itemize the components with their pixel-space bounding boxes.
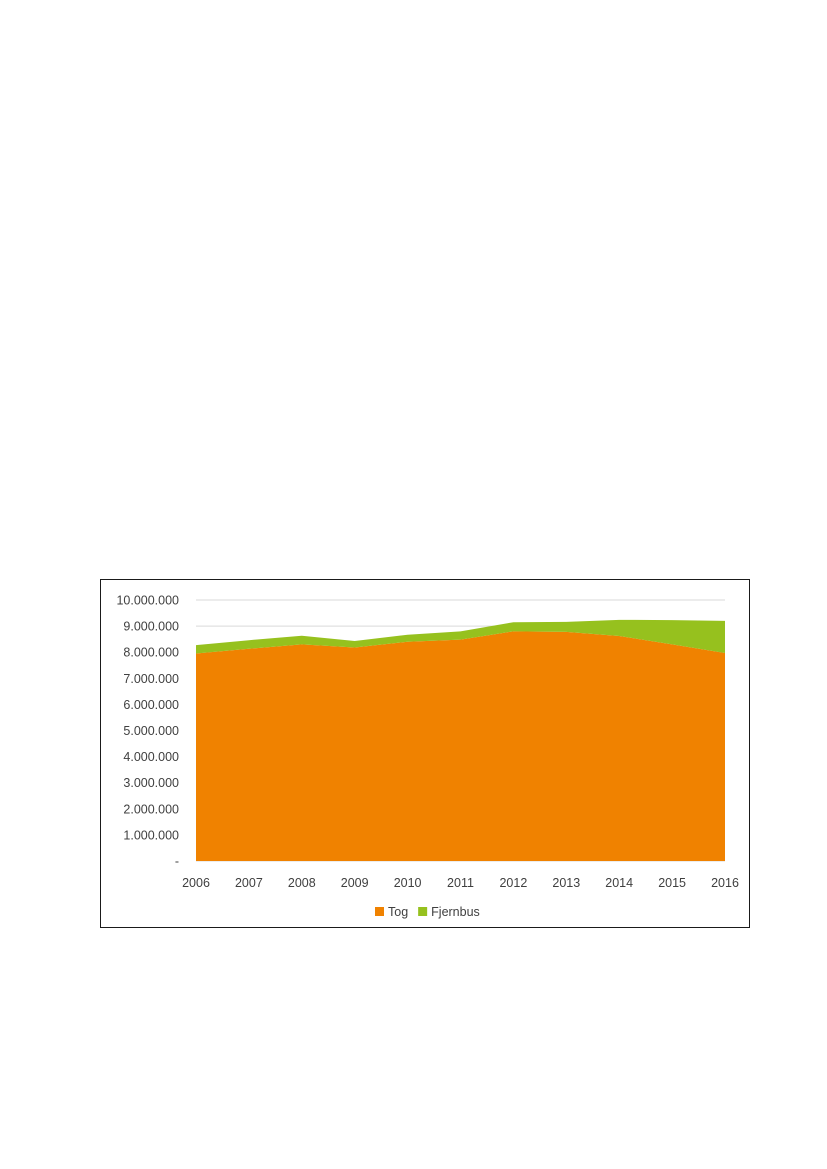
y-tick-label: 2.000.000 — [123, 802, 179, 816]
legend: Tog Fjernbus — [375, 905, 480, 919]
stacked-area-chart: - 1.000.000 2.000.000 3.000.000 4.000.000 5.0… — [116, 594, 739, 920]
x-tick-label: 2008 — [288, 876, 316, 890]
y-tick-label: 8.000.000 — [123, 646, 179, 660]
y-tick-label: 4.000.000 — [123, 750, 179, 764]
y-tick-label: - — [175, 855, 179, 869]
y-tick-label: 10.000.000 — [116, 594, 179, 608]
y-tick-label: 6.000.000 — [123, 698, 179, 712]
area-series-group — [196, 619, 725, 861]
x-tick-label: 2009 — [341, 876, 369, 890]
x-tick-label: 2015 — [658, 876, 686, 890]
y-tick-label: 7.000.000 — [123, 672, 179, 686]
legend-label-fjernbus: Fjernbus — [431, 905, 480, 919]
y-axis-tick-labels: - 1.000.000 2.000.000 3.000.000 4.000.000 5.0… — [116, 594, 179, 869]
y-tick-label: 1.000.000 — [123, 828, 179, 842]
x-tick-label: 2007 — [235, 876, 263, 890]
area-series-fjernbus — [196, 619, 725, 654]
x-tick-label: 2006 — [182, 876, 210, 890]
legend-swatch-fjernbus — [418, 907, 428, 916]
y-tick-label: 5.000.000 — [123, 724, 179, 738]
x-tick-label: 2010 — [394, 876, 422, 890]
legend-swatch-tog — [375, 907, 384, 916]
y-tick-label: 9.000.000 — [123, 620, 179, 634]
x-tick-label: 2012 — [499, 876, 527, 890]
x-axis-tick-labels: 2006 2007 2008 2009 2010 2011 2012 2013 2014 2015… — [182, 876, 739, 890]
x-tick-label: 2016 — [711, 876, 739, 890]
area-series-tog — [196, 631, 725, 861]
x-tick-label: 2014 — [605, 876, 633, 890]
x-tick-label: 2013 — [552, 876, 580, 890]
y-tick-label: 3.000.000 — [123, 776, 179, 790]
x-tick-label: 2011 — [447, 876, 474, 890]
legend-label-tog: Tog — [388, 905, 408, 919]
chart-container: - 1.000.000 2.000.000 3.000.000 4.000.000 5.0… — [100, 579, 750, 928]
